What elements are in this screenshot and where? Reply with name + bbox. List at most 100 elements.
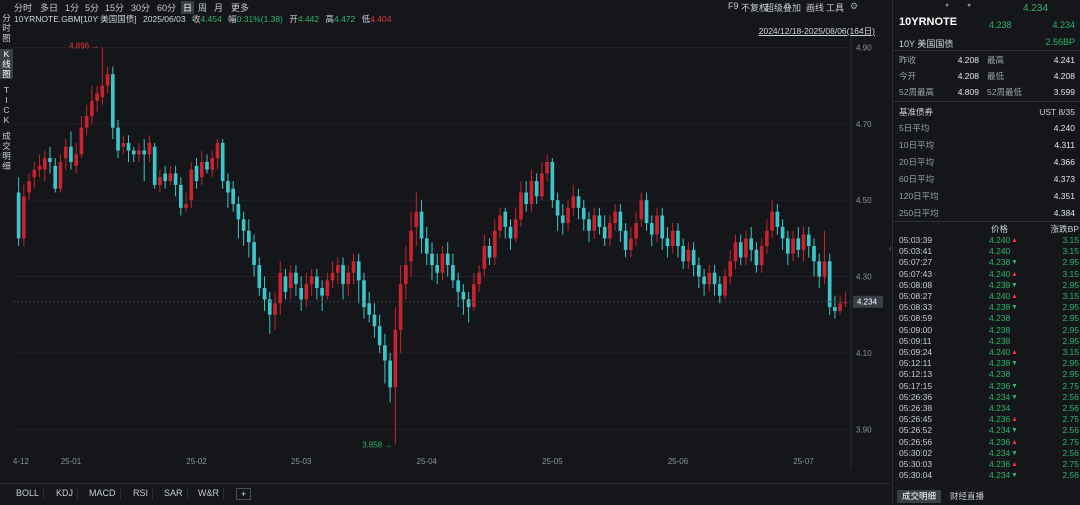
trade-row[interactable]: 05:30:03 4.236 ▲ 2.75 [899,459,1079,470]
toolbar-item[interactable]: 工具 [826,3,845,13]
indicator-tab[interactable]: RSI [129,487,154,500]
indicator-tab[interactable]: KDJ [52,487,79,500]
instrument-subtitle: 10Y 美国国债 [899,39,954,49]
trade-row[interactable]: 05:08:27 4.240 ▲ 3.15 [899,291,1079,302]
candle-body [294,272,298,285]
trade-row[interactable]: 05:08:59 4.238 2.95 [899,313,1079,324]
candle-body [482,246,487,269]
settings-icon[interactable]: ⚙ [850,1,859,11]
candle-body [472,284,476,308]
panel-tab[interactable]: 财经直播 [950,491,985,501]
panel-tabs: 成交明细 财经直播 [893,489,1080,504]
chart-mode-tab[interactable]: 成交明细 [2,131,11,171]
trade-row[interactable]: 05:30:02 4.234 ▼ 2.56 [899,448,1079,459]
toolbar-item[interactable]: 画线 [806,3,825,13]
chevron-left-icon[interactable]: ‹ [889,244,892,253]
trade-bp: 3.15 [1062,268,1079,279]
trade-row[interactable]: 05:09:11 4.238 2.95 [899,336,1079,347]
trade-row[interactable]: 05:08:08 4.238 ▼ 2.95 [899,280,1079,291]
candle-body [550,162,555,201]
indicator-tab[interactable]: W&R [194,487,224,500]
period-tab[interactable]: 1分 [65,3,80,13]
trade-row[interactable]: 05:30:04 4.234 ▼ 2.56 [899,470,1079,481]
indicator-tab[interactable]: SAR [160,487,188,500]
trade-row[interactable]: 05:09:24 4.240 ▲ 3.15 [899,347,1079,358]
toolbar-item[interactable]: 超级叠加 [765,3,802,13]
period-tab[interactable]: 月 [214,3,224,13]
period-tab[interactable]: 分时 [14,3,33,13]
candle-body [178,184,183,208]
trade-row[interactable]: 05:26:36 4.234 ▼ 2.56 [899,392,1079,403]
quote-info-bar: 10YRNOTE.GBM[10Y 美国国债] 2025/06/03 收4.454… [14,13,395,25]
period-tab[interactable]: 15分 [105,3,125,13]
candle-body [487,246,492,258]
trade-time: 05:26:36 [899,391,933,402]
period-tab[interactable]: 日 [181,1,195,14]
toolbar-item[interactable]: F9 [728,1,739,11]
candle-body [534,181,539,197]
indicator-tab[interactable]: MACD [85,487,121,500]
trade-bp: 2.56 [1062,470,1079,481]
period-tab[interactable]: 更多 [231,3,250,13]
dot-icon[interactable]: ● [945,2,950,9]
trade-time: 05:26:56 [899,436,933,447]
panel-tab[interactable]: 成交明细 [897,490,942,503]
arrow-up-icon: ▲ [1011,349,1018,356]
arrow-down-icon: ▼ [1011,360,1018,368]
trade-row[interactable]: 05:03:39 4.240 ▲ 3.15 [899,235,1079,246]
trade-row[interactable]: 05:12:13 4.238 2.95 [899,369,1079,380]
candle-body [754,249,759,266]
trade-row[interactable]: 05:26:38 4.234 2.56 [899,403,1079,414]
candle-body [137,150,141,155]
indicator-tab[interactable]: BOLL [12,487,45,500]
chart-mode-tab[interactable]: 分时图 [2,13,11,43]
trade-row[interactable]: 05:09:00 4.238 2.95 [899,325,1079,336]
period-tab[interactable]: 周 [198,3,208,13]
candle-body [670,230,675,246]
period-tab[interactable]: 30分 [131,3,151,13]
arrow-up-icon: ▲ [1011,416,1018,424]
trade-row[interactable]: 05:12:11 4.238 ▼ 2.95 [899,358,1079,369]
trade-row[interactable]: 05:08:33 4.238 ▼ 2.95 [899,302,1079,313]
stat-label: 52周最高 [899,87,934,97]
date-range-link[interactable]: 2024/12/18-2025/08/06(164日) [758,26,875,36]
average-label: 250日平均 [899,208,939,218]
trade-bp: 2.56 [1062,447,1079,458]
period-tab[interactable]: 60分 [157,3,177,13]
period-tab[interactable]: 5分 [85,3,100,13]
trade-price: 4.234 [989,470,1011,481]
toolbar-item[interactable]: 不复权 [741,3,769,13]
trade-row[interactable]: 05:26:52 4.234 ▼ 2.56 [899,425,1079,436]
candle-body [142,150,147,155]
candle-body [409,230,413,262]
trade-row[interactable]: 05:03:41 4.240 3.15 [899,246,1079,257]
candle-body [116,127,120,151]
average-label: 10日平均 [899,140,934,150]
trade-row[interactable]: 05:26:45 4.236 ▲ 2.75 [899,414,1079,425]
trade-row[interactable]: 05:26:56 4.236 ▲ 2.75 [899,437,1079,448]
candle-body [634,223,638,239]
candle-body [152,146,157,185]
candlestick-chart[interactable]: 4.90 4.70 4.50 4.30 4.10 3.90 24-12 25-01 25-02 2… [13,36,889,470]
trade-row[interactable]: 05:07:43 4.240 ▲ 3.15 [899,269,1079,280]
top-price: 4.234 [1023,3,1049,14]
trade-row[interactable]: 05:07:27 4.238 ▼ 2.95 [899,257,1079,268]
candle-body [231,188,235,204]
candle-body [618,211,623,231]
trade-row[interactable]: 05:17:15 4.236 ▼ 2.75 [899,381,1079,392]
add-icon[interactable]: + [236,488,252,500]
period-tab[interactable]: 多日 [40,3,59,13]
arrow-down-icon: ▼ [1011,427,1018,435]
stat-value: 3.599 [1053,87,1075,97]
candle-body [398,284,403,330]
candle-body [257,265,262,288]
period-toolbar: 分时 多日 1分 5分 15分 30分 60分日周月更多 F9 不复权 超级叠加 画线 工具 ⚙ [0,0,890,14]
arrow-down-icon: ▼ [1011,393,1018,401]
dot-icon[interactable]: ● [967,2,972,9]
candle-body [780,226,785,239]
trade-header: 价格 涨跌BP [899,224,1079,235]
candle-body [226,181,230,193]
candle-body [608,223,612,239]
